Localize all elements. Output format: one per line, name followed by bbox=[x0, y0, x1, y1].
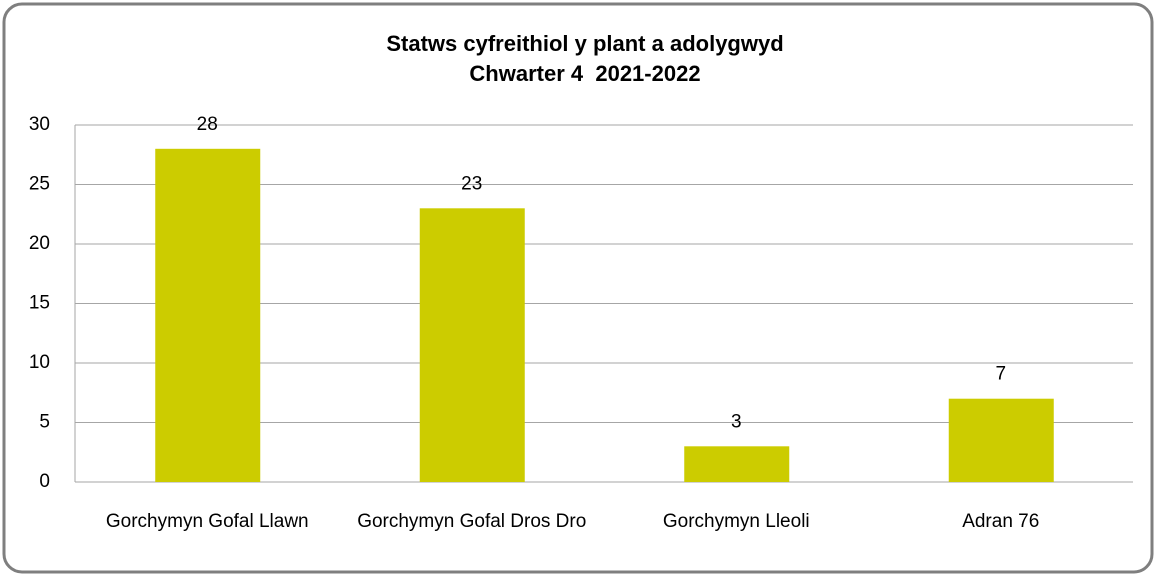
y-tick-label: 10 bbox=[29, 352, 50, 373]
x-tick-label: Gorchymyn Gofal Dros Dro bbox=[357, 511, 586, 532]
x-tick-label: Gorchymyn Gofal Llawn bbox=[106, 511, 309, 532]
y-tick-label: 30 bbox=[29, 114, 50, 135]
data-label: 7 bbox=[995, 364, 1006, 385]
bar bbox=[948, 398, 1054, 482]
y-tick-label: 25 bbox=[29, 174, 50, 195]
data-label: 28 bbox=[197, 114, 218, 135]
bar bbox=[155, 148, 261, 483]
y-tick-label: 5 bbox=[39, 412, 50, 433]
bar bbox=[684, 446, 790, 482]
y-tick-label: 15 bbox=[29, 293, 50, 314]
x-tick-label: Adran 76 bbox=[962, 511, 1039, 532]
chart-subtitle: Chwarter 4 2021-2022 bbox=[469, 61, 700, 86]
data-label: 3 bbox=[731, 411, 742, 432]
data-label: 23 bbox=[461, 173, 482, 194]
chart-title: Statws cyfreithiol y plant a adolygwyd bbox=[386, 31, 783, 56]
y-tick-label: 20 bbox=[29, 233, 50, 254]
bar bbox=[419, 208, 525, 483]
y-tick-label: 0 bbox=[39, 471, 50, 492]
x-tick-label: Gorchymyn Lleoli bbox=[663, 511, 810, 532]
